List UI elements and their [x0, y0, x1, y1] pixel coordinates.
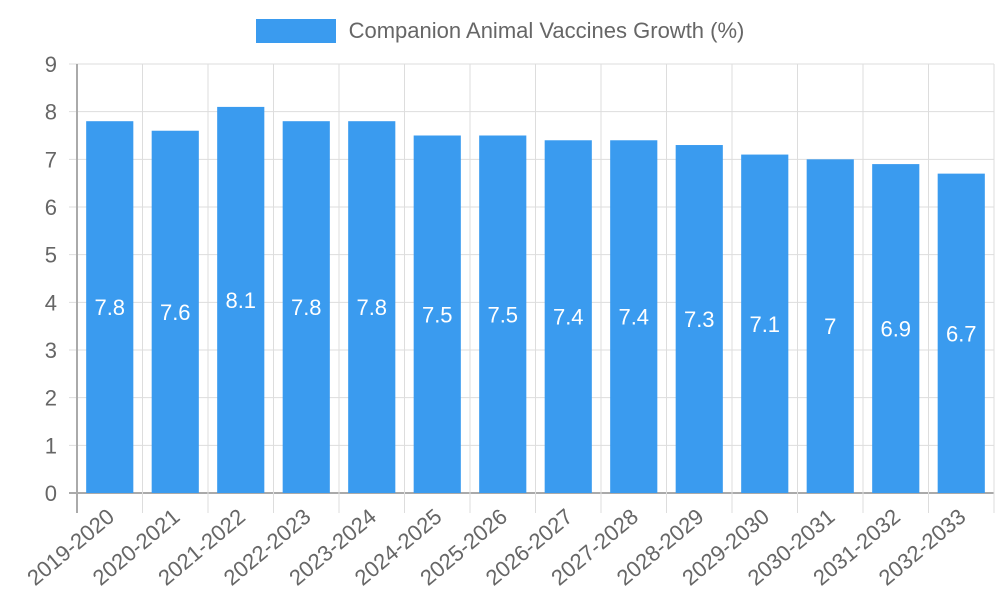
y-tick-label: 7 [45, 147, 57, 172]
bar[interactable] [151, 130, 199, 493]
y-tick-label: 2 [45, 386, 57, 411]
bar[interactable] [217, 106, 265, 494]
bar-value-label: 7 [824, 314, 836, 339]
y-tick-label: 0 [45, 481, 57, 506]
bar[interactable] [282, 121, 330, 493]
bar[interactable] [348, 121, 396, 493]
bar-value-label: 7.8 [356, 295, 387, 320]
bar-value-label: 7.1 [749, 312, 780, 337]
y-tick-label: 6 [45, 195, 57, 220]
bar[interactable] [741, 154, 789, 494]
bar-value-label: 7.4 [553, 305, 584, 330]
bar[interactable] [413, 135, 461, 494]
chart-legend: Companion Animal Vaccines Growth (%) [0, 18, 1000, 44]
bar-value-label: 6.9 [880, 317, 911, 342]
bar-value-label: 7.5 [487, 302, 518, 327]
y-tick-label: 4 [45, 290, 57, 315]
bar[interactable] [675, 145, 723, 494]
y-tick-label: 3 [45, 338, 57, 363]
bar[interactable] [479, 135, 527, 494]
bar-value-label: 8.1 [225, 288, 256, 313]
y-tick-label: 1 [45, 433, 57, 458]
bar-value-label: 7.5 [422, 302, 453, 327]
bar-value-label: 7.8 [291, 295, 322, 320]
bar[interactable] [937, 173, 985, 493]
bar[interactable] [806, 159, 854, 494]
y-tick-label: 8 [45, 100, 57, 125]
bar[interactable] [86, 121, 134, 493]
bar-value-label: 7.6 [160, 300, 191, 325]
bar-value-label: 7.4 [618, 305, 649, 330]
bar-value-label: 7.3 [684, 307, 715, 332]
bar[interactable] [544, 140, 592, 493]
bar[interactable] [872, 164, 920, 493]
legend-swatch[interactable] [255, 19, 336, 43]
bar[interactable] [610, 140, 658, 493]
bar-value-label: 7.8 [94, 295, 125, 320]
y-tick-label: 5 [45, 243, 57, 268]
legend-label: Companion Animal Vaccines Growth (%) [348, 18, 745, 43]
bar-value-label: 6.7 [946, 321, 977, 346]
y-tick-label: 9 [45, 52, 57, 77]
